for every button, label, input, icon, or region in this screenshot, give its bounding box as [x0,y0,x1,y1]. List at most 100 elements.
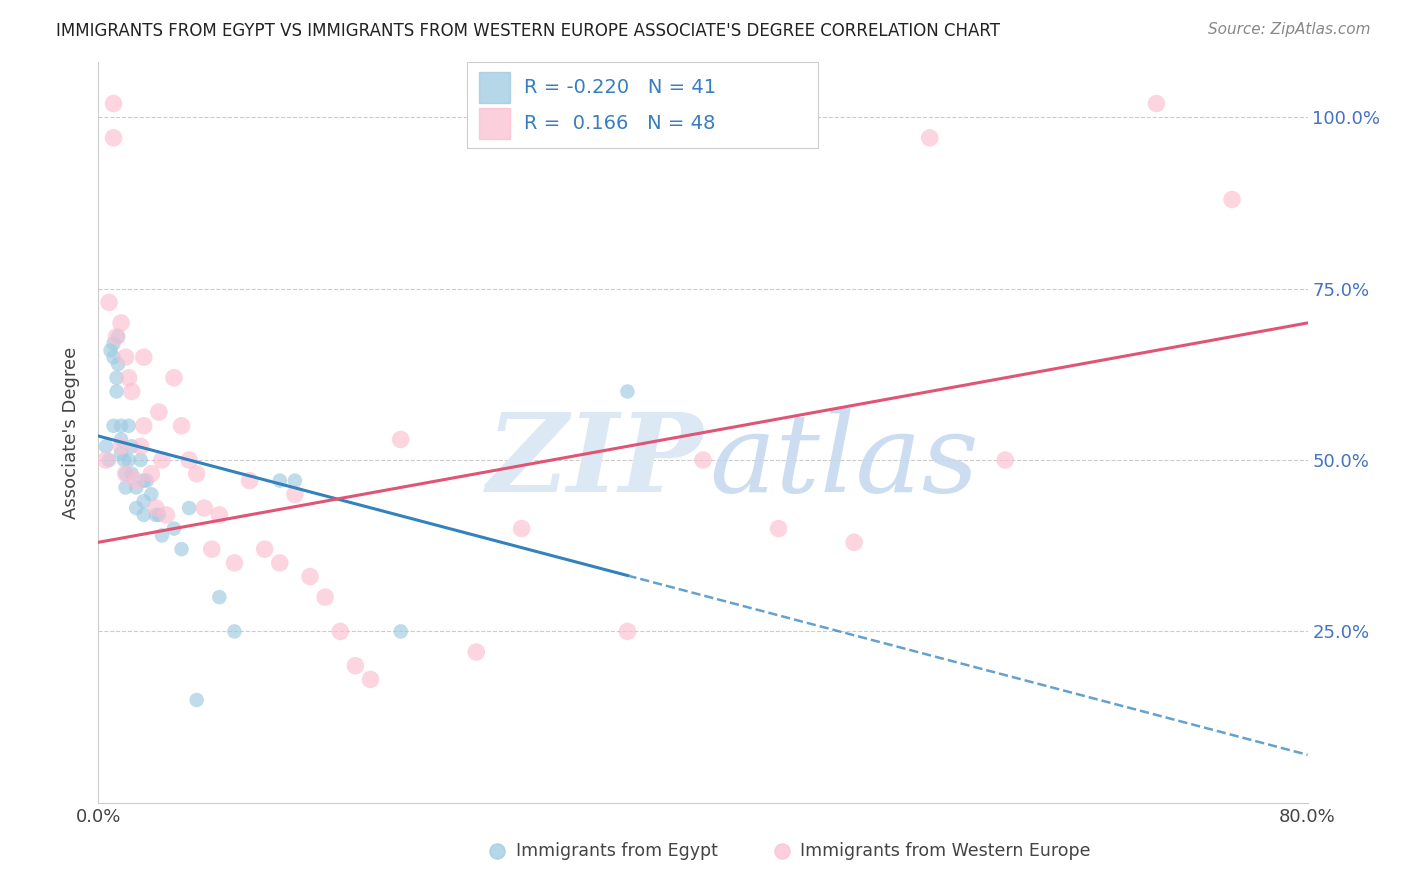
Point [125,474,148,488]
Point [239,474,262,488]
Point [145,508,167,522]
Point [344,658,367,673]
Point [98,453,121,467]
Point [145,501,167,516]
Point [132,350,155,364]
Point [170,418,193,433]
Point [94,453,117,467]
Text: R =  0.166   N = 48: R = 0.166 N = 48 [524,114,716,133]
Point [121,467,143,481]
Point [112,453,135,467]
Point [284,474,307,488]
Point [208,590,231,604]
Point [510,522,533,536]
Point [224,556,246,570]
Point [114,467,136,481]
Point [114,480,136,494]
Point [105,329,128,343]
Point [465,645,488,659]
Point [103,131,125,145]
Point [141,467,163,481]
Text: R = -0.220   N = 41: R = -0.220 N = 41 [524,78,716,97]
Point [253,542,276,557]
Point [768,522,790,536]
Text: IMMIGRANTS FROM EGYPT VS IMMIGRANTS FROM WESTERN EUROPE ASSOCIATE'S DEGREE CORRE: IMMIGRANTS FROM EGYPT VS IMMIGRANTS FROM… [56,22,1000,40]
Point [284,487,307,501]
Point [148,508,170,522]
Point [103,350,125,364]
Point [118,418,141,433]
Point [121,439,143,453]
Point [107,357,129,371]
Point [100,343,122,358]
Point [94,439,117,453]
FancyBboxPatch shape [467,62,818,147]
Point [155,508,177,522]
Point [132,418,155,433]
Point [186,693,208,707]
Point [201,542,224,557]
Point [110,439,132,453]
Point [150,528,173,542]
Y-axis label: Associate's Degree: Associate's Degree [62,346,80,519]
Point [103,418,125,433]
Point [132,474,155,488]
Point [616,384,638,399]
Point [941,840,963,855]
Bar [479,108,509,139]
Point [586,840,609,855]
Point [118,453,141,467]
Point [692,453,714,467]
Point [110,418,132,433]
Text: Source: ZipAtlas.com: Source: ZipAtlas.com [1208,22,1371,37]
Point [141,487,163,501]
Point [269,556,291,570]
Point [314,590,336,604]
Point [1220,193,1243,207]
Point [103,96,125,111]
Point [170,542,193,557]
Point [329,624,352,639]
Point [1144,96,1167,111]
Point [186,467,208,481]
Point [118,371,141,385]
Point [150,453,173,467]
Point [129,439,152,453]
Point [179,501,201,516]
Point [389,433,412,447]
Point [360,673,382,687]
Point [299,569,322,583]
Bar [479,72,509,103]
Point [114,467,136,481]
Point [103,336,125,351]
Point [129,453,152,467]
Point [179,453,201,467]
Point [105,384,128,399]
Point [994,453,1017,467]
Point [110,446,132,460]
Text: Immigrants from Egypt: Immigrants from Egypt [516,842,717,860]
Point [107,329,129,343]
Point [114,350,136,364]
Point [121,384,143,399]
Point [389,624,412,639]
Point [125,480,148,494]
Point [148,405,170,419]
Point [208,508,231,522]
Point [135,474,157,488]
Text: Immigrants from Western Europe: Immigrants from Western Europe [800,842,1090,860]
Point [269,474,291,488]
Text: atlas: atlas [709,409,979,516]
Point [110,316,132,330]
Point [98,295,121,310]
Point [918,131,941,145]
Point [844,535,866,549]
Text: ZIP: ZIP [486,409,703,516]
Point [125,501,148,516]
Point [616,624,638,639]
Point [193,501,215,516]
Point [105,371,128,385]
Point [110,433,132,447]
Point [224,624,246,639]
Point [163,522,186,536]
